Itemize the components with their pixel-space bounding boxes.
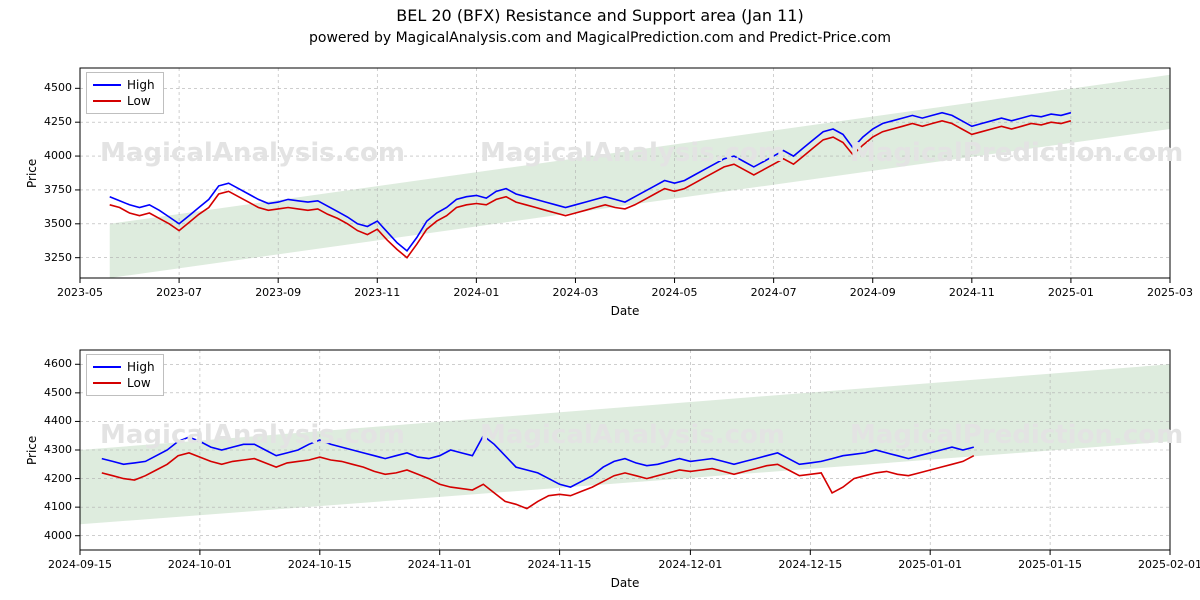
- ytick-label: 4500: [0, 81, 72, 94]
- xtick-label: 2024-09: [833, 286, 913, 299]
- xtick-label: 2024-10-01: [160, 558, 240, 571]
- xtick-label: 2024-11-15: [520, 558, 600, 571]
- xtick-label: 2023-11: [337, 286, 417, 299]
- chart2-svg: [0, 0, 1200, 600]
- ytick-label: 4000: [0, 529, 72, 542]
- x-axis-label: Date: [80, 304, 1170, 318]
- y-axis-label: Price: [25, 159, 39, 188]
- xtick-label: 2024-07: [734, 286, 814, 299]
- xtick-label: 2024-01: [436, 286, 516, 299]
- y-axis-label: Price: [25, 436, 39, 465]
- xtick-label: 2025-01-01: [890, 558, 970, 571]
- xtick-label: 2024-09-15: [40, 558, 120, 571]
- ytick-label: 4100: [0, 500, 72, 513]
- xtick-label: 2025-01-15: [1010, 558, 1090, 571]
- ytick-label: 4250: [0, 115, 72, 128]
- xtick-label: 2025-03: [1130, 286, 1200, 299]
- legend-swatch-low: [93, 382, 121, 384]
- xtick-label: 2024-12-01: [650, 558, 730, 571]
- chart2-legend: High Low: [86, 354, 164, 396]
- xtick-label: 2024-05: [635, 286, 715, 299]
- ytick-label: 4400: [0, 414, 72, 427]
- xtick-label: 2024-10-15: [280, 558, 360, 571]
- xtick-label: 2024-12-15: [770, 558, 850, 571]
- xtick-label: 2024-03: [535, 286, 615, 299]
- xtick-label: 2025-01: [1031, 286, 1111, 299]
- legend-label-low: Low: [127, 376, 151, 390]
- x-axis-label: Date: [80, 576, 1170, 590]
- legend-label-high: High: [127, 360, 155, 374]
- ytick-label: 4500: [0, 386, 72, 399]
- xtick-label: 2025-02-01: [1130, 558, 1200, 571]
- xtick-label: 2023-05: [40, 286, 120, 299]
- xtick-label: 2023-07: [139, 286, 219, 299]
- legend-low: Low: [93, 375, 155, 391]
- ytick-label: 4200: [0, 472, 72, 485]
- legend-swatch-high: [93, 366, 121, 368]
- xtick-label: 2024-11-01: [400, 558, 480, 571]
- xtick-label: 2024-11: [932, 286, 1012, 299]
- ytick-label: 3250: [0, 251, 72, 264]
- ytick-label: 4600: [0, 357, 72, 370]
- legend-high: High: [93, 359, 155, 375]
- xtick-label: 2023-09: [238, 286, 318, 299]
- chart-container: { "title": "BEL 20 (BFX) Resistance and …: [0, 0, 1200, 600]
- ytick-label: 3500: [0, 217, 72, 230]
